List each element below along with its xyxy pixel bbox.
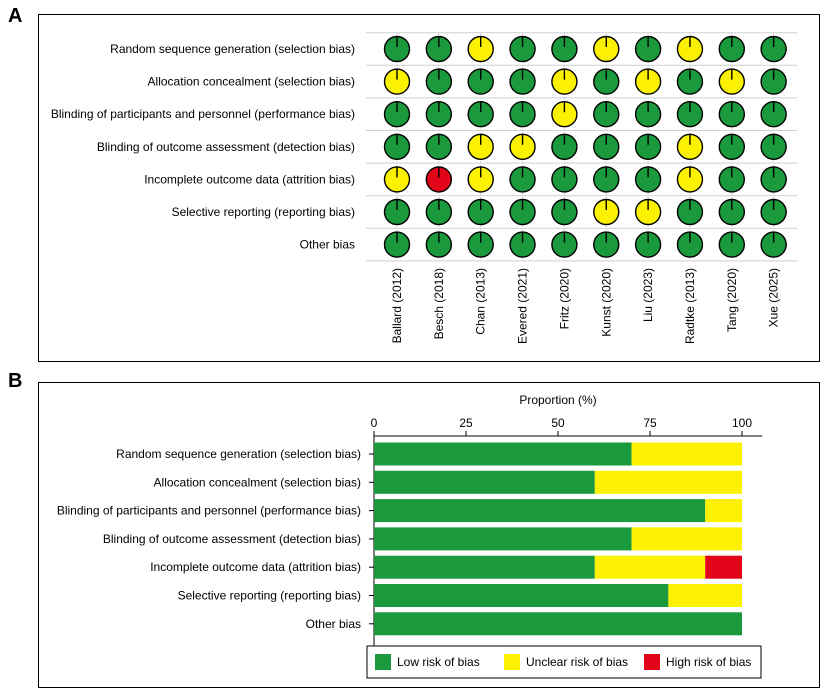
study-label: Evered (2021) [516, 268, 530, 344]
category-label: Allocation concealment (selection bias) [154, 475, 361, 489]
legend-label: High risk of bias [666, 655, 751, 669]
bar-segment [374, 470, 595, 494]
domain-label: Random sequence generation (selection bi… [110, 42, 355, 56]
risk-of-bias-summary-chart: Random sequence generation (selection bi… [51, 32, 797, 344]
study-label: Radtke (2013) [683, 268, 697, 344]
bar-segment [594, 555, 706, 579]
category-label: Other bias [306, 617, 361, 631]
bar-segment [705, 555, 742, 579]
legend-swatch [504, 654, 520, 670]
legend-label: Low risk of bias [397, 655, 480, 669]
category-label: Selective reporting (reporting bias) [178, 589, 361, 603]
panel-a-frame [38, 14, 820, 362]
bar-segment [631, 527, 742, 551]
study-label: Liu (2023) [641, 268, 655, 322]
domain-label: Incomplete outcome data (attrition bias) [144, 172, 355, 186]
bar-segment [594, 470, 742, 494]
bar-segment [705, 499, 742, 523]
panel-a-label: A [8, 5, 23, 27]
legend-swatch [644, 654, 660, 670]
domain-label: Blinding of participants and personnel (… [51, 107, 355, 121]
panel-b-label: B [8, 370, 23, 392]
bar-segment [374, 499, 706, 523]
bar-segment [668, 584, 742, 607]
category-label: Random sequence generation (selection bi… [116, 447, 361, 461]
x-tick-label: 25 [459, 416, 473, 430]
x-tick-label: 0 [371, 416, 378, 430]
category-label: Blinding of participants and personnel (… [57, 504, 361, 518]
study-label: Ballard (2012) [390, 268, 404, 343]
bar-segment [374, 442, 632, 466]
x-tick-label: 75 [643, 416, 657, 430]
bar-segment [631, 442, 742, 466]
study-label: Besch (2018) [432, 268, 446, 339]
domain-label: Other bias [300, 238, 355, 252]
category-label: Blinding of outcome assessment (detectio… [103, 532, 361, 546]
legend-label: Unclear risk of bias [526, 655, 628, 669]
study-label: Chan (2013) [474, 268, 488, 335]
domain-label: Blinding of outcome assessment (detectio… [97, 140, 355, 154]
bar-segment [374, 527, 632, 551]
bar-segment [374, 555, 595, 579]
chart-title: Proportion (%) [519, 393, 596, 407]
study-label: Xue (2025) [767, 268, 781, 327]
category-label: Incomplete outcome data (attrition bias) [150, 560, 361, 574]
bar-segment [374, 612, 742, 636]
bar-segment [374, 584, 669, 607]
domain-label: Allocation concealment (selection bias) [148, 75, 355, 89]
x-tick-label: 50 [551, 416, 565, 430]
risk-of-bias-graph-chart: Proportion (%) 0 25 50 75 100 Random sequence … [57, 393, 762, 679]
study-label: Tang (2020) [725, 268, 739, 332]
study-label: Fritz (2020) [557, 268, 571, 329]
study-label: Kunst (2020) [599, 268, 613, 337]
legend-box [366, 645, 762, 679]
domain-label: Selective reporting (reporting bias) [172, 205, 355, 219]
x-tick-label: 100 [732, 416, 752, 430]
legend-swatch [375, 654, 391, 670]
panel-b-frame [38, 382, 820, 688]
